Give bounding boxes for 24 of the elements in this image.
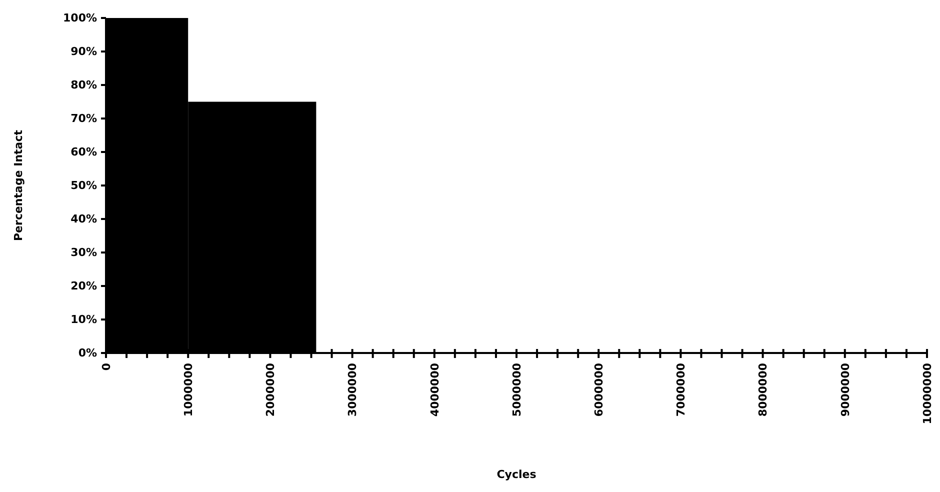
x-tick-label: 7000000 [674,362,688,417]
y-tick-label: 20% [70,280,97,293]
x-tick-label: 3000000 [346,362,360,417]
y-tick-label: 80% [70,78,97,92]
x-tick-label: 2000000 [264,362,278,417]
y-tick-label: 10% [70,313,97,326]
x-tick-label: 8000000 [756,362,770,417]
y-tick-label: 100% [63,12,97,25]
x-tick-label: 5000000 [510,362,524,417]
x-tick-label: 4000000 [428,362,442,417]
x-tick-label: 0 [100,362,113,371]
x-tick-label: 1000000 [182,362,195,417]
x-axis-title: Cycles [496,468,537,481]
x-tick-label: 6000000 [592,362,606,417]
y-tick-label: 90% [70,45,97,58]
y-tick-label: 30% [70,246,97,260]
x-tick-label: 10000000 [920,362,934,424]
y-tick-label: 40% [70,212,97,226]
x-tick-label: 9000000 [838,362,852,417]
y-tick-label: 70% [70,112,97,126]
y-axis-title: Percentage Intact [12,130,25,241]
y-tick-label: 50% [70,179,97,192]
y-tick-label: 60% [70,146,97,159]
y-tick-label: 0% [78,346,97,360]
